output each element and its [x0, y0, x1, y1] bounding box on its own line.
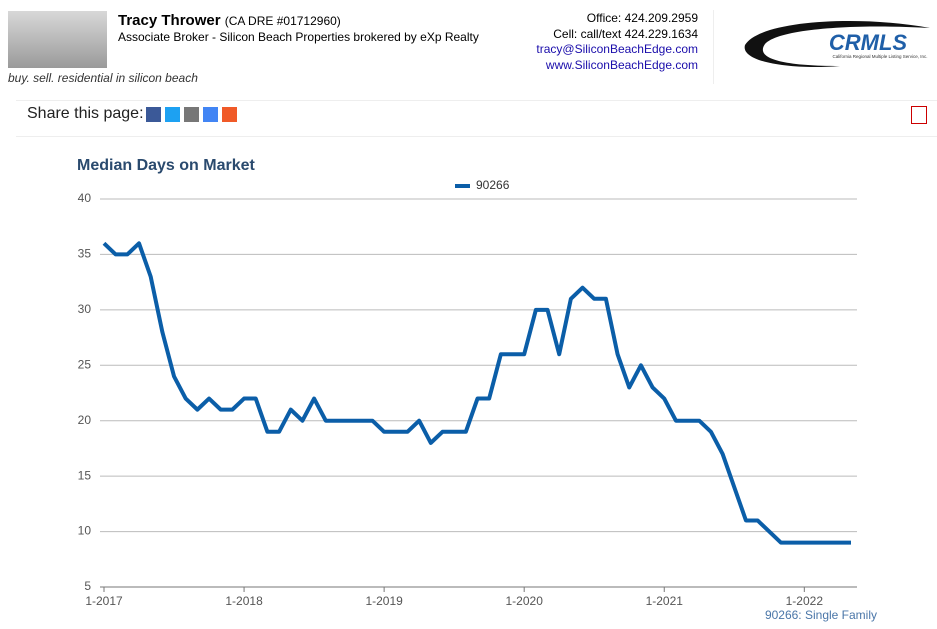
print-icon[interactable] [184, 107, 199, 122]
logo-subtitle: California Regional Multiple Listing Ser… [832, 54, 927, 59]
x-tick-label: 1-2018 [225, 594, 263, 608]
twitter-icon[interactable] [165, 107, 180, 122]
x-tick-label: 1-2019 [365, 594, 403, 608]
y-tick-label: 5 [84, 579, 91, 593]
website-link[interactable]: www.SiliconBeachEdge.com [545, 57, 698, 72]
facebook-icon[interactable] [146, 107, 161, 122]
x-tick-label: 1-2021 [646, 594, 684, 608]
role: Associate Broker - Silicon Beach Propert… [118, 30, 479, 44]
logo: CRMLS California Regional Multiple Listi… [744, 21, 930, 68]
data-line [102, 241, 851, 545]
email-link[interactable]: tracy@SiliconBeachEdge.com [536, 42, 698, 56]
y-tick-label: 35 [78, 247, 92, 261]
chart-title: Median Days on Market [77, 157, 256, 174]
contact: Office: 424.209.2959 Cell: call/text 424… [536, 11, 698, 73]
tagline: buy. sell. residential in silicon beach [8, 71, 198, 85]
y-tick-label: 25 [78, 357, 92, 371]
y-tick-label: 30 [78, 302, 92, 316]
rule [16, 100, 937, 101]
pdf-icon[interactable] [911, 106, 927, 124]
x-tick-label: 1-2022 [786, 594, 824, 608]
agent-line: Tracy Thrower (CA DRE #01712960) [118, 12, 341, 29]
office: Office: 424.209.2959 [586, 11, 698, 25]
license: (CA DRE #01712960) [224, 14, 341, 28]
photo [8, 11, 107, 68]
y-tick-label: 40 [78, 191, 92, 205]
x-tick-label: 1-2020 [506, 594, 544, 608]
google-icon[interactable] [203, 107, 218, 122]
footnote: 90266: Single Family [765, 608, 877, 622]
logo-swoosh [744, 21, 930, 68]
divider [713, 10, 714, 84]
y-tick-label: 10 [78, 524, 92, 538]
legend-label: 90266 [476, 178, 510, 192]
share-label: Share this page: [27, 105, 144, 122]
x-tick-label: 1-2017 [85, 594, 123, 608]
rule [16, 136, 937, 137]
agent-name: Tracy Thrower [118, 12, 221, 29]
cell: Cell: call/text 424.229.1634 [553, 26, 698, 41]
logo-text: CRMLS [829, 30, 908, 55]
more-icon[interactable] [222, 107, 237, 122]
y-tick-label: 15 [78, 468, 92, 482]
y-tick-label: 20 [78, 413, 92, 427]
chart: Median Days on Market 5 10 15 20 25 30 35 40 1-2… [77, 157, 877, 622]
share-icons [146, 107, 237, 127]
